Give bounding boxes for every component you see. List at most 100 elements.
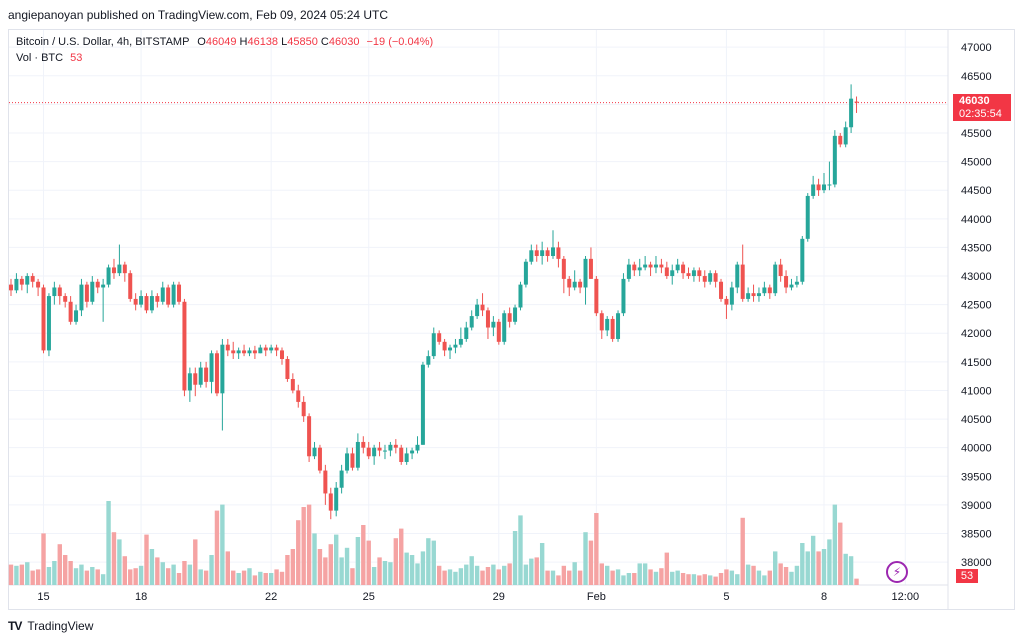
candle-body (214, 353, 219, 394)
candle-body (372, 447, 377, 457)
volume-bar (773, 551, 778, 585)
candle-body (290, 379, 295, 391)
volume-bar (312, 533, 317, 585)
volume-tag: 53 (956, 569, 978, 583)
volume-bar (274, 569, 279, 585)
volume-bar (729, 570, 735, 585)
volume-bar (621, 575, 626, 585)
candle-body (724, 298, 729, 305)
volume-bar (610, 570, 615, 585)
price-tick-label: 44000 (961, 214, 992, 226)
candle-body (339, 470, 344, 488)
volume-bar (323, 557, 328, 585)
candle-body (686, 273, 691, 277)
candle-body (523, 261, 528, 285)
volume-value: 53 (70, 52, 83, 64)
open-label: O (197, 36, 206, 48)
symbol-title[interactable]: Bitcoin / U.S. Dollar, 4h, BITSTAMP (16, 36, 190, 48)
volume-bar (317, 549, 323, 585)
candle-body (209, 353, 214, 382)
volume-bar (464, 564, 469, 585)
volume-bar (707, 575, 713, 585)
symbol-legend-row[interactable]: Bitcoin / U.S. Dollar, 4h, BITSTAMP O460… (16, 34, 433, 50)
volume-legend-row[interactable]: Vol · BTC 53 (16, 50, 433, 66)
candle-body (160, 287, 165, 302)
candle-body (556, 247, 561, 259)
candle-body (122, 264, 127, 274)
volume-bar (599, 563, 604, 585)
volume-bar (296, 520, 301, 585)
candle-body (773, 264, 778, 294)
volume-bar (122, 556, 128, 585)
volume-bar (279, 571, 285, 585)
candle-body (637, 267, 642, 271)
candle-body (285, 358, 290, 380)
candle-body (670, 270, 675, 277)
candle-body (242, 350, 247, 354)
price-tick-label: 43000 (961, 271, 992, 283)
candle-body (334, 487, 339, 511)
candle-body (437, 333, 442, 342)
volume-bar (377, 557, 382, 585)
time-tick-label: 22 (265, 591, 277, 603)
low-value: 45850 (287, 36, 318, 48)
volume-bar (496, 569, 501, 585)
volume-bar (366, 540, 371, 585)
price-tick-label: 40500 (961, 414, 992, 426)
volume-bar (821, 549, 827, 585)
candle-body (681, 264, 686, 274)
price-tick-label: 40000 (961, 443, 992, 455)
price-tick-label: 45000 (961, 157, 992, 169)
volume-bar (789, 571, 794, 585)
candle-body (236, 350, 241, 354)
volume-bar (485, 567, 491, 585)
candle-body (393, 444, 398, 448)
candle-body (756, 293, 761, 297)
volume-bar (453, 571, 458, 585)
candle-body (713, 273, 718, 282)
price-tick-label: 44500 (961, 185, 992, 197)
volume-bar (247, 568, 252, 585)
volume-bar (827, 539, 832, 585)
candle-body (632, 264, 637, 271)
flash-icon[interactable]: ⚡ (886, 561, 908, 583)
volume-bar (767, 570, 772, 585)
candle-body (643, 264, 648, 268)
volume-bar (539, 543, 545, 585)
candle-body (84, 284, 89, 302)
candle-body (231, 350, 236, 354)
volume-bar (550, 570, 556, 585)
footer-brand[interactable]: TV TradingView (8, 619, 93, 633)
candle-body (46, 296, 51, 351)
volume-bar (594, 513, 599, 585)
volume-bar (756, 570, 762, 585)
candle-body (838, 135, 843, 145)
candle-body (458, 338, 463, 345)
volume-bar (415, 563, 420, 585)
volume-bar (290, 549, 296, 585)
candle-body (52, 287, 57, 297)
candle-body (518, 284, 523, 308)
volume-bar (371, 567, 377, 585)
candle-body (480, 304, 485, 311)
candle-body (220, 344, 225, 394)
candle-body (702, 276, 707, 282)
volume-bar (545, 570, 550, 585)
volume-bar (30, 570, 35, 585)
candle-body (41, 287, 46, 351)
volume-label: Vol · BTC (16, 52, 64, 64)
candle-body (567, 278, 572, 288)
candle-body (106, 267, 111, 285)
candle-body (225, 344, 230, 351)
volume-bar (8, 564, 14, 585)
candle-body (431, 333, 436, 357)
candle-body (805, 195, 810, 239)
candle-body (578, 281, 583, 288)
candle-body (415, 444, 420, 451)
candle-body (843, 127, 848, 145)
candle-body (252, 350, 257, 354)
candle-body (832, 135, 837, 185)
volume-bar (838, 522, 843, 585)
price-tick-label: 47000 (961, 42, 992, 54)
